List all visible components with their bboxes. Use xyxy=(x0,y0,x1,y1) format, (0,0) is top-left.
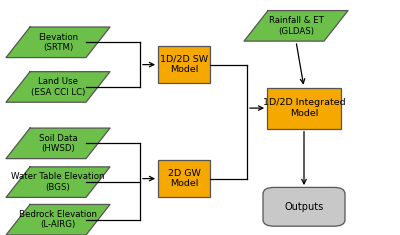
Polygon shape xyxy=(6,167,110,197)
Polygon shape xyxy=(6,128,110,159)
Text: Rainfall & ET
(GLDAS): Rainfall & ET (GLDAS) xyxy=(268,16,324,35)
Polygon shape xyxy=(6,27,110,58)
Text: Water Table Elevation
(BGS): Water Table Elevation (BGS) xyxy=(11,172,105,192)
Polygon shape xyxy=(6,72,110,102)
Polygon shape xyxy=(244,11,348,41)
FancyBboxPatch shape xyxy=(263,188,345,226)
Text: Soil Data
(HWSD): Soil Data (HWSD) xyxy=(39,134,77,153)
FancyBboxPatch shape xyxy=(158,160,210,197)
Text: 1D/2D SW
Model: 1D/2D SW Model xyxy=(160,55,208,74)
FancyBboxPatch shape xyxy=(267,88,341,129)
Text: 1D/2D Integrated
Model: 1D/2D Integrated Model xyxy=(263,98,345,118)
Polygon shape xyxy=(6,204,110,235)
Text: Land Use
(ESA CCI LC): Land Use (ESA CCI LC) xyxy=(31,77,85,97)
Text: Elevation
(SRTM): Elevation (SRTM) xyxy=(38,33,78,52)
Text: Bedrock Elevation
(L-AIRG): Bedrock Elevation (L-AIRG) xyxy=(19,210,97,229)
FancyBboxPatch shape xyxy=(158,47,210,83)
Text: 2D GW
Model: 2D GW Model xyxy=(168,169,200,188)
Text: Outputs: Outputs xyxy=(284,202,324,212)
